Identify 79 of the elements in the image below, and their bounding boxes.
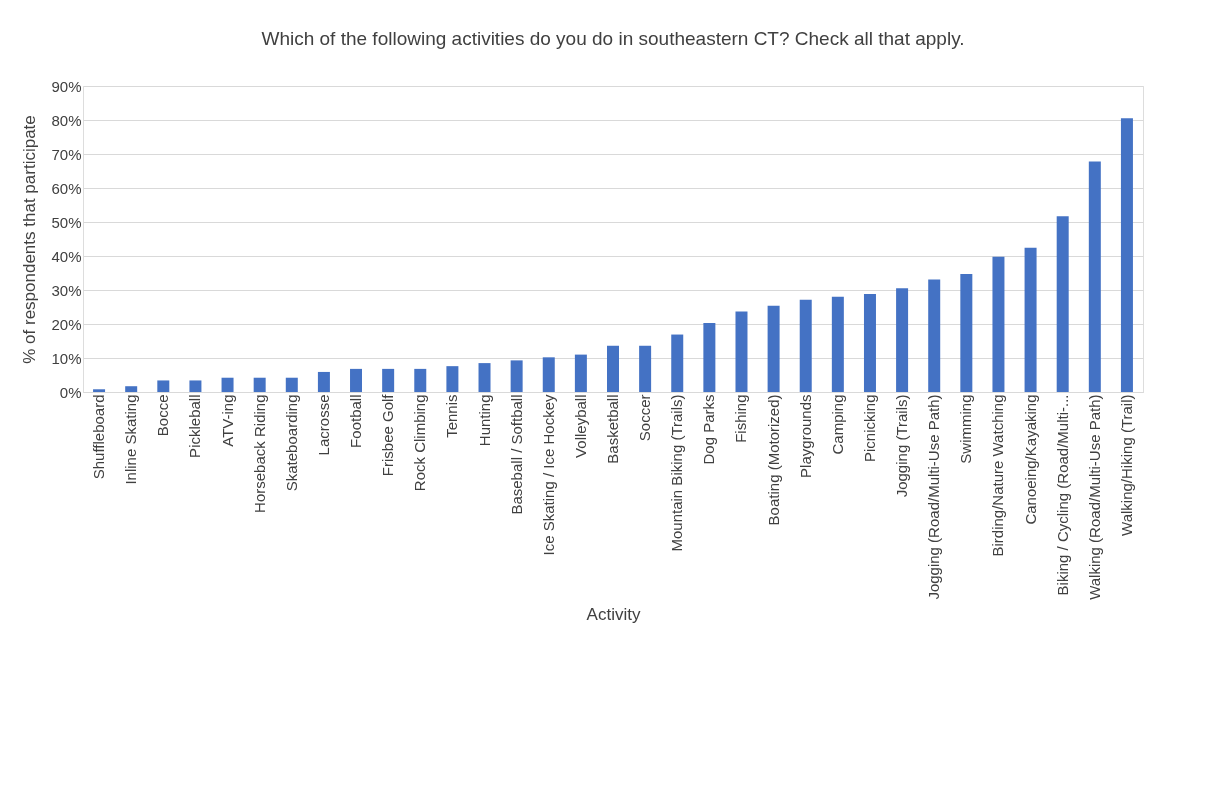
x-tick-label: Volleyball (571, 394, 589, 458)
x-tick-label: Pickleball (186, 394, 204, 458)
y-tick-label: 40% (51, 247, 82, 265)
bar (1120, 118, 1133, 392)
bar (1024, 247, 1037, 392)
x-tick-label: Boating (Motorized) (764, 394, 782, 526)
bar (1088, 161, 1101, 392)
bar (157, 380, 170, 392)
bar (382, 368, 395, 392)
x-tick-label: Skateboarding (282, 394, 300, 492)
y-tick-label: 20% (51, 315, 82, 333)
x-tick-label: Frisbee Golf (379, 393, 397, 477)
bar (317, 371, 330, 392)
y-axis-title: % of respondents that participate (20, 115, 40, 364)
x-tick-label: Shuffleboard (90, 394, 108, 480)
x-tick-label: Lacrosse (314, 394, 332, 456)
bar (189, 380, 202, 392)
bar (896, 288, 909, 392)
x-tick-label: Canoeing/Kayaking (1021, 394, 1039, 525)
bar (799, 299, 812, 392)
bar (767, 305, 780, 392)
x-tick-label: Jogging (Road/Multi-Use Path) (925, 394, 943, 600)
bar (992, 256, 1005, 392)
x-tick-label: Baseball / Softball (507, 394, 525, 515)
y-tick-label: 90% (51, 77, 82, 95)
y-tick-label: 30% (51, 281, 82, 299)
bar (928, 279, 941, 392)
bar (414, 368, 427, 392)
bar (703, 322, 716, 392)
x-tick-label: Horseback Riding (250, 394, 268, 513)
x-axis-title: Activity (586, 604, 641, 624)
x-tick-label: Bocce (154, 394, 172, 437)
bar (350, 368, 363, 392)
y-tick-label: 50% (51, 213, 82, 231)
y-tick-label: 10% (51, 349, 82, 367)
chart-title: Which of the following activities do you do in southeastern CT? Check all that apply. (261, 28, 965, 49)
bar (831, 296, 844, 392)
bar (639, 345, 652, 392)
x-tick-label: Fishing (732, 394, 750, 443)
x-tick-label: ATV-ing (218, 394, 236, 447)
bar (253, 377, 266, 392)
x-tick-label: Ice Skating / Ice Hockey (539, 394, 557, 556)
x-tick-label: Playgrounds (796, 394, 814, 478)
x-tick-label: Tennis (443, 394, 461, 438)
x-tick-label: Dog Parks (700, 394, 718, 465)
bar (285, 377, 298, 392)
bar (1056, 216, 1069, 392)
bar (125, 386, 138, 392)
x-tick-label: Walking/Hiking (Trail) (1117, 394, 1135, 536)
bar (607, 345, 619, 392)
x-tick-label: Soccer (636, 394, 654, 442)
bar (574, 354, 587, 392)
x-tick-label: Football (347, 394, 365, 448)
x-tick-label: Rock Climbing (411, 394, 429, 492)
bar (542, 357, 555, 392)
x-tick-label: Birding/Nature Watching (989, 394, 1007, 557)
x-tick-label: Jogging (Trails) (893, 394, 911, 498)
x-tick-label: Swimming (957, 394, 975, 464)
bar (93, 389, 106, 392)
x-tick-label: Picnicking (860, 394, 878, 463)
bar (510, 360, 523, 392)
bar (735, 311, 748, 392)
x-tick-label: Basketball (604, 394, 621, 464)
bar (960, 274, 973, 392)
x-tick-label: Hunting (475, 394, 493, 447)
bar (478, 363, 491, 392)
x-tick-label: Camping (828, 394, 846, 455)
bar (221, 377, 234, 392)
x-tick-label: Walking (Road/Multi-Use Path) (1085, 394, 1103, 600)
y-tick-label: 80% (51, 111, 82, 129)
y-tick-label: 60% (51, 179, 82, 197)
y-tick-label: 70% (51, 145, 82, 163)
x-tick-label: Biking / Cycling (Road/Multi-... (1053, 394, 1071, 596)
x-tick-label: Inline Skating (122, 394, 140, 485)
x-tick-label: Mountain Biking (Trails) (668, 394, 686, 552)
bar (671, 334, 684, 392)
bar (446, 366, 459, 392)
y-tick-label: 0% (59, 383, 82, 401)
bar (863, 294, 876, 392)
